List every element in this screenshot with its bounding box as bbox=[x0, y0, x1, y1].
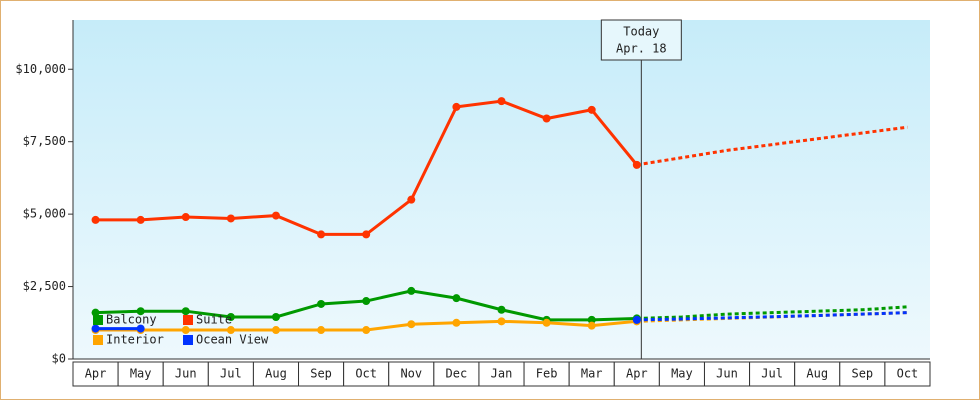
x-tick-box bbox=[252, 361, 300, 387]
x-tick-box bbox=[478, 361, 525, 387]
price-point bbox=[452, 294, 461, 303]
legend-label: Suite bbox=[196, 313, 232, 327]
price-point bbox=[362, 297, 371, 306]
price-point bbox=[181, 307, 190, 316]
price-point bbox=[407, 195, 416, 204]
x-tick-box bbox=[613, 361, 660, 387]
plot-area bbox=[73, 20, 930, 359]
x-tick-box bbox=[117, 361, 164, 387]
price-point bbox=[91, 215, 100, 224]
x-tick-box bbox=[884, 361, 931, 387]
y-tick-label: $10,000 bbox=[15, 62, 66, 76]
x-tick-box bbox=[839, 361, 886, 387]
x-tick-label: Jun bbox=[175, 367, 197, 381]
price-point bbox=[407, 286, 416, 295]
legend-swatch bbox=[183, 315, 193, 325]
price-point bbox=[271, 312, 280, 321]
price-point bbox=[542, 114, 551, 123]
x-tick-box bbox=[388, 361, 435, 387]
x-tick-label: Nov bbox=[400, 367, 422, 381]
price-point bbox=[587, 105, 596, 114]
x-tick-label: Mar bbox=[581, 367, 603, 381]
y-tick-label: $2,500 bbox=[23, 279, 66, 293]
x-tick-label: Aug bbox=[806, 367, 828, 381]
x-tick-box bbox=[72, 361, 119, 387]
price-point bbox=[226, 326, 235, 335]
price-point bbox=[181, 213, 190, 222]
x-tick-label: Dec bbox=[446, 367, 468, 381]
x-tick-box bbox=[207, 361, 254, 387]
price-point bbox=[226, 312, 235, 321]
price-point bbox=[271, 326, 280, 335]
price-point bbox=[497, 97, 506, 106]
price-point bbox=[587, 321, 596, 330]
forecast-line bbox=[636, 305, 908, 320]
legend-label: Ocean View bbox=[196, 333, 269, 347]
x-tick-label: Jun bbox=[716, 367, 738, 381]
price-point bbox=[136, 307, 145, 316]
x-tick-box bbox=[298, 361, 345, 387]
x-tick-label: May bbox=[671, 367, 693, 381]
price-point bbox=[91, 308, 100, 317]
x-tick-label: Aug bbox=[265, 367, 287, 381]
price-point bbox=[452, 102, 461, 111]
price-point bbox=[452, 318, 461, 327]
legend-label: Interior bbox=[106, 333, 164, 347]
legend-swatch bbox=[93, 315, 103, 325]
price-point bbox=[497, 305, 506, 314]
today-label: Apr. 18 bbox=[616, 42, 667, 56]
x-tick-label: Sep bbox=[851, 367, 873, 381]
price-point bbox=[632, 315, 641, 324]
x-tick-box bbox=[343, 361, 390, 387]
x-tick-box bbox=[162, 361, 209, 387]
price-point bbox=[136, 324, 145, 333]
price-point bbox=[362, 230, 371, 239]
price-point bbox=[632, 160, 641, 169]
x-tick-box bbox=[794, 361, 841, 387]
x-tick-label: Oct bbox=[897, 367, 919, 381]
price-point bbox=[317, 299, 326, 308]
x-tick-label: May bbox=[130, 367, 152, 381]
price-point bbox=[136, 215, 145, 224]
price-point bbox=[362, 326, 371, 335]
price-point bbox=[271, 211, 280, 220]
x-tick-box bbox=[749, 361, 796, 387]
x-tick-label: Jul bbox=[761, 367, 783, 381]
price-point bbox=[181, 326, 190, 335]
y-tick-label: $0 bbox=[52, 352, 66, 366]
price-point bbox=[497, 317, 506, 326]
x-tick-label: Feb bbox=[536, 367, 558, 381]
price-point bbox=[91, 324, 100, 333]
x-tick-label: Sep bbox=[310, 367, 332, 381]
forecast-line bbox=[636, 311, 908, 322]
y-tick-label: $5,000 bbox=[23, 207, 66, 221]
legend-swatch bbox=[183, 335, 193, 345]
x-tick-box bbox=[433, 361, 480, 387]
today-label: Today bbox=[623, 25, 659, 39]
price-point bbox=[587, 315, 596, 324]
x-tick-label: Jul bbox=[220, 367, 242, 381]
legend-label: Balcony bbox=[106, 313, 157, 327]
price-point bbox=[542, 318, 551, 327]
price-point bbox=[317, 326, 326, 335]
price-point bbox=[317, 230, 326, 239]
price-point bbox=[407, 320, 416, 329]
today-box bbox=[600, 19, 682, 61]
price-point bbox=[226, 214, 235, 223]
forecast-line bbox=[636, 125, 908, 167]
x-tick-box bbox=[658, 361, 705, 387]
x-tick-label: Jan bbox=[491, 367, 513, 381]
y-tick-label: $7,500 bbox=[23, 134, 66, 148]
x-tick-box bbox=[703, 361, 751, 387]
x-tick-label: Apr bbox=[626, 367, 648, 381]
legend-swatch bbox=[93, 335, 103, 345]
x-tick-label: Apr bbox=[85, 367, 107, 381]
x-tick-label: Oct bbox=[355, 367, 377, 381]
